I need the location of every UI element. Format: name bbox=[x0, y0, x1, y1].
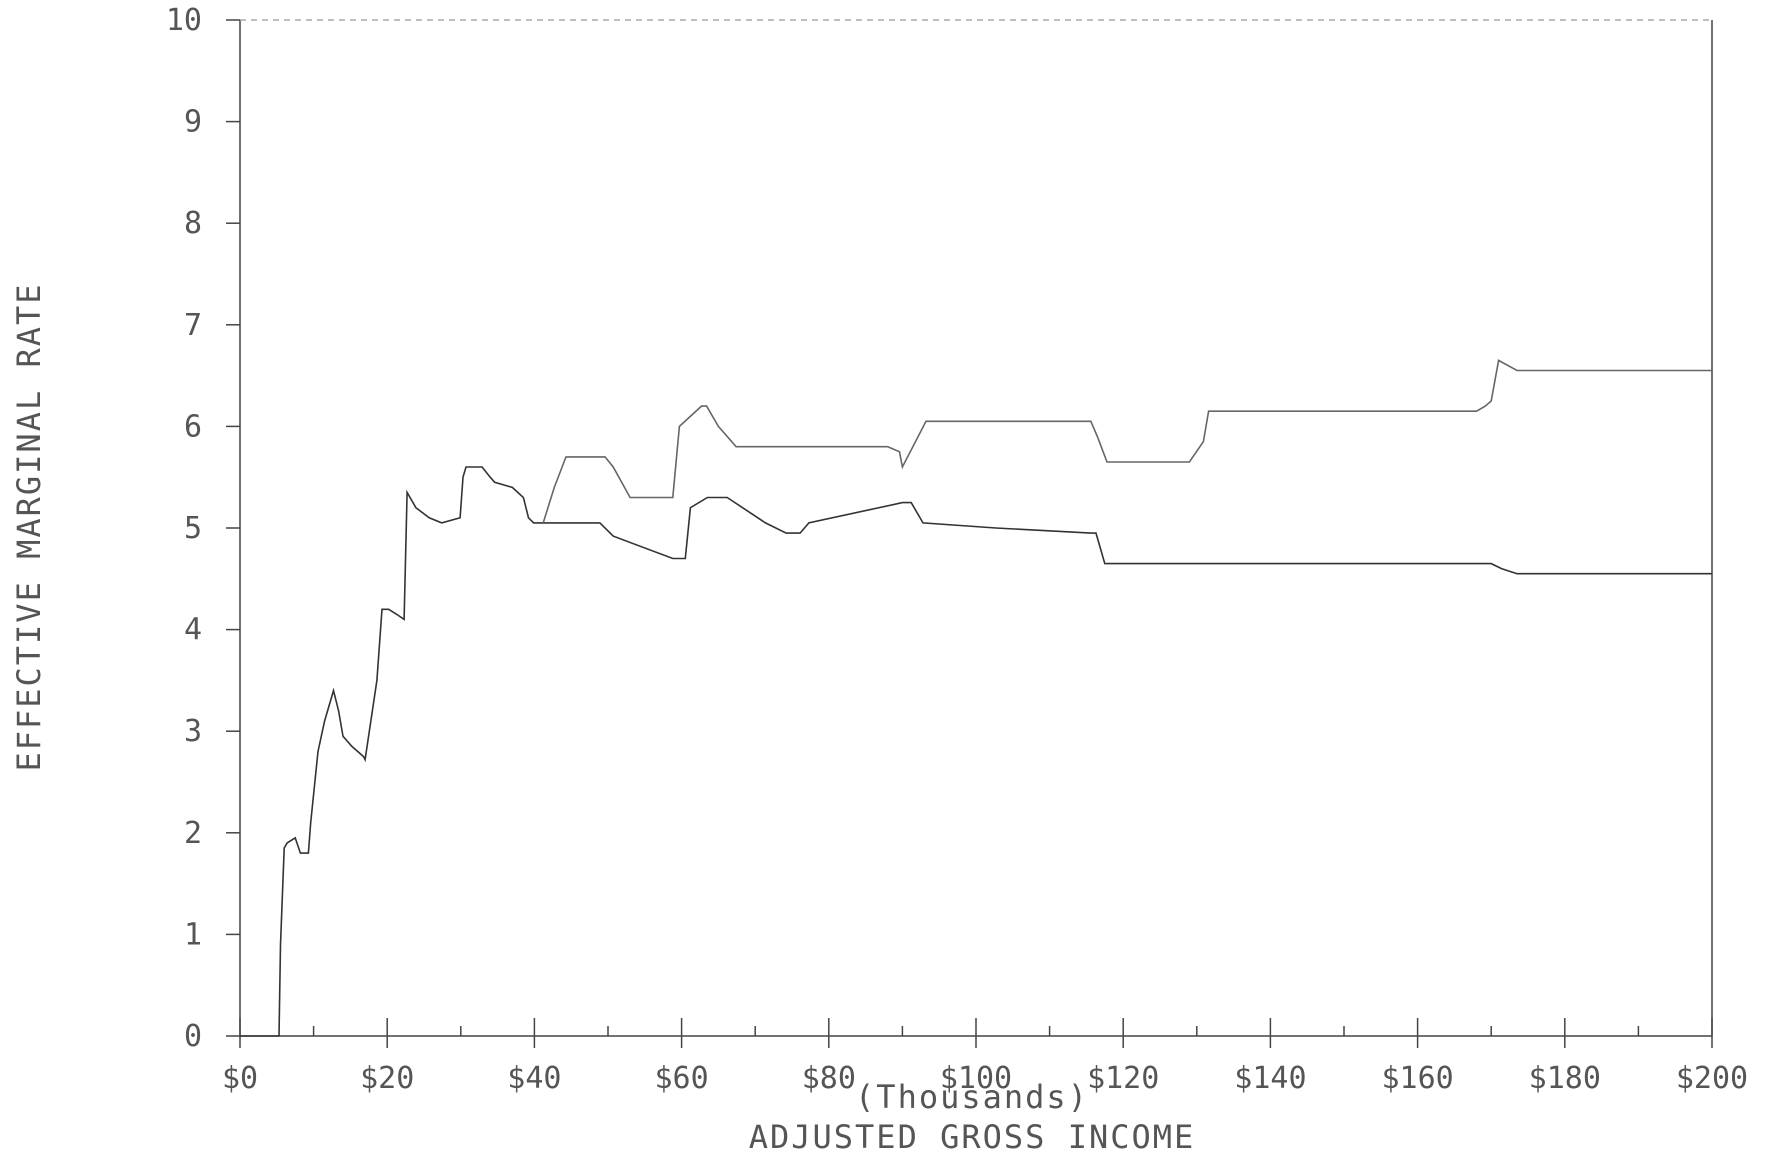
x-tick-label: $100 bbox=[940, 1061, 1012, 1096]
series-line-2 bbox=[542, 359, 1712, 524]
y-tick-label: 8 bbox=[184, 206, 202, 241]
y-tick-label: 10 bbox=[166, 3, 202, 38]
x-tick-label: $20 bbox=[360, 1061, 414, 1096]
x-axis-sublabel: (Thousands) bbox=[855, 1078, 1089, 1116]
y-tick-label: 0 bbox=[184, 1019, 202, 1054]
axis-ticks bbox=[226, 19, 1713, 1048]
series-line-1 bbox=[240, 466, 1712, 1037]
plot-frame bbox=[239, 19, 1713, 1037]
y-tick-label: 6 bbox=[184, 409, 202, 444]
x-tick-label: $140 bbox=[1234, 1061, 1306, 1096]
x-tick-label: $80 bbox=[802, 1061, 856, 1096]
tick-labels: 0 1 2 3 4 5 6 7 8 9 10 $0 $20 $40 $60 $80 $100 $120 $140 $1… bbox=[166, 3, 1748, 1096]
x-tick-label: $40 bbox=[507, 1061, 561, 1096]
y-tick-label: 4 bbox=[184, 613, 202, 648]
y-tick-label: 2 bbox=[184, 816, 202, 851]
y-tick-label: 1 bbox=[184, 917, 202, 952]
x-tick-label: $0 bbox=[222, 1061, 258, 1096]
x-tick-label: $60 bbox=[655, 1061, 709, 1096]
y-tick-label: 7 bbox=[184, 308, 202, 343]
y-tick-label: 9 bbox=[184, 105, 202, 140]
y-tick-label: 3 bbox=[184, 714, 202, 749]
y-axis-label: EFFECTIVE MARGINAL RATE bbox=[10, 282, 48, 771]
x-tick-label: $120 bbox=[1087, 1061, 1159, 1096]
x-tick-label: $160 bbox=[1381, 1061, 1453, 1096]
x-tick-label: $180 bbox=[1529, 1061, 1601, 1096]
series-group bbox=[240, 359, 1712, 1037]
y-tick-label: 5 bbox=[184, 511, 202, 546]
x-axis-label: ADJUSTED GROSS INCOME bbox=[749, 1118, 1196, 1156]
x-tick-label: $200 bbox=[1676, 1061, 1748, 1096]
